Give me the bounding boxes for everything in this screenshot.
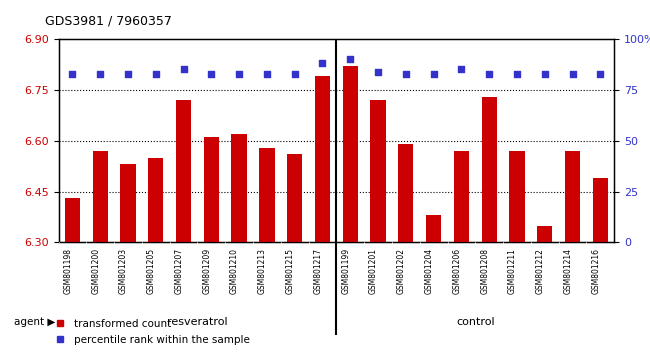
Text: GSM801208: GSM801208 — [480, 248, 489, 294]
Point — [262, 71, 272, 76]
Text: GSM801198: GSM801198 — [64, 248, 72, 294]
Bar — [593, 178, 608, 242]
Bar — [370, 100, 385, 242]
Point — [206, 71, 216, 76]
Text: GSM801203: GSM801203 — [119, 248, 128, 294]
Bar — [315, 76, 330, 242]
Point — [567, 71, 578, 76]
Point — [234, 71, 244, 76]
Bar — [176, 100, 191, 242]
Bar — [398, 144, 413, 242]
Bar — [454, 151, 469, 242]
Point — [540, 71, 550, 76]
Point — [289, 71, 300, 76]
Point — [95, 71, 105, 76]
Text: GSM801217: GSM801217 — [313, 248, 322, 294]
Bar — [565, 151, 580, 242]
Point — [151, 71, 161, 76]
Bar — [65, 198, 80, 242]
Point — [400, 71, 411, 76]
Bar — [92, 151, 108, 242]
Point — [317, 61, 328, 66]
Text: GSM801206: GSM801206 — [452, 248, 462, 294]
Text: GSM801200: GSM801200 — [91, 248, 100, 294]
Point — [178, 67, 188, 72]
Text: control: control — [456, 317, 495, 327]
Text: GSM801209: GSM801209 — [202, 248, 211, 294]
Point — [123, 71, 133, 76]
Text: GSM801207: GSM801207 — [175, 248, 183, 294]
Point — [595, 71, 606, 76]
Text: resveratrol: resveratrol — [167, 317, 228, 327]
Bar — [148, 158, 163, 242]
Bar — [482, 97, 497, 242]
Point — [67, 71, 77, 76]
Bar — [259, 148, 274, 242]
Text: GSM801213: GSM801213 — [258, 248, 267, 294]
Text: GSM801202: GSM801202 — [397, 248, 406, 294]
Bar — [203, 137, 219, 242]
Point — [373, 69, 384, 74]
Legend: transformed count, percentile rank within the sample: transformed count, percentile rank withi… — [51, 315, 254, 349]
Text: GSM801204: GSM801204 — [424, 248, 434, 294]
Text: GSM801212: GSM801212 — [536, 248, 545, 294]
Point — [428, 71, 439, 76]
Bar — [537, 225, 552, 242]
Text: GSM801210: GSM801210 — [230, 248, 239, 294]
Text: GSM801215: GSM801215 — [286, 248, 294, 294]
Point — [456, 67, 467, 72]
Point — [484, 71, 495, 76]
Bar — [426, 215, 441, 242]
Text: GSM801214: GSM801214 — [564, 248, 573, 294]
Point — [345, 57, 356, 62]
Point — [512, 71, 522, 76]
Bar — [120, 165, 136, 242]
Bar — [343, 66, 358, 242]
Text: GSM801216: GSM801216 — [592, 248, 601, 294]
Bar — [510, 151, 525, 242]
Text: GSM801199: GSM801199 — [341, 248, 350, 294]
Bar — [231, 134, 247, 242]
Text: GSM801205: GSM801205 — [147, 248, 156, 294]
Text: GSM801211: GSM801211 — [508, 248, 517, 294]
Bar — [287, 154, 302, 242]
Text: agent ▶: agent ▶ — [14, 317, 55, 327]
Text: GSM801201: GSM801201 — [369, 248, 378, 294]
Text: GDS3981 / 7960357: GDS3981 / 7960357 — [46, 14, 172, 27]
